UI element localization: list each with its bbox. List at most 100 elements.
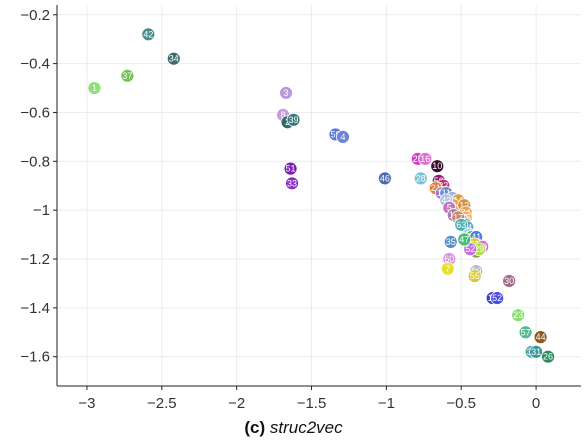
y-tick-label: −1.6 [20,349,50,366]
data-point-label: 30 [504,276,514,286]
data-point-label: 33 [287,178,297,188]
data-point-marker [120,68,135,83]
data-point: 44 [533,330,548,345]
data-point-label: 60 [444,254,454,264]
data-point-marker [467,269,482,283]
data-point-marker [518,325,533,340]
data-point-label: 4 [340,132,345,142]
data-point-label: 31 [531,347,541,357]
data-point: 57 [518,325,533,340]
data-point-label: 39 [289,115,299,125]
caption-text: struc2vec [269,418,343,437]
x-tick-label: −0.5 [446,395,476,412]
y-tick-label: −0.6 [20,104,50,121]
data-point-marker [529,344,543,359]
x-tick-label: 0 [532,395,540,412]
data-point-label: 16 [420,154,430,164]
data-point-label: 12 [459,200,469,210]
y-tick-label: −1.4 [20,300,50,317]
data-point-label: 5 [447,203,452,213]
data-point-label: 23 [513,310,523,320]
data-point: 52 [490,291,505,305]
data-point: 7 [440,261,455,276]
data-point-label: 1 [92,83,97,93]
data-point-label: 41 [471,232,481,242]
data-point-marker [502,274,517,288]
data-point: 63 [454,217,469,232]
data-point-label: 35 [446,237,456,247]
y-tick-label: −1.2 [20,251,50,268]
data-point-label: 37 [122,71,132,81]
y-tick-label: −1 [33,202,50,219]
x-tick-label: −2.5 [147,395,177,412]
data-point-marker [283,161,298,176]
data-point: 3 [279,86,293,100]
data-point-marker [413,171,428,186]
data-point-marker [377,171,392,186]
data-point: 10 [430,159,445,174]
grid-lines [57,5,581,386]
data-point-marker [454,217,469,232]
data-point-marker [457,232,472,247]
data-point-label: 51 [286,164,296,174]
data-point-marker [511,308,526,323]
data-points: 4234371382395945133462825161058322113111… [87,27,555,364]
x-tick-label: −3 [78,395,95,412]
data-point-label: 57 [521,327,531,337]
data-point: 47 [457,232,472,247]
data-point-marker [336,129,350,144]
data-point: 42 [141,27,156,42]
data-point: 46 [377,171,392,186]
data-point: 26 [541,349,555,364]
data-point-label: 46 [380,173,390,183]
data-point-label: 8 [281,110,286,120]
data-point-label: 32 [438,181,448,191]
data-point-label: 26 [543,352,553,362]
data-point: 33 [285,176,299,191]
data-point-marker [533,330,548,345]
y-tick-label: −0.4 [20,56,50,73]
data-point-label: 44 [536,332,546,342]
data-point-marker [141,27,156,42]
data-point-marker [87,81,102,95]
y-tick-label: −0.8 [20,153,50,170]
caption-prefix: (c) [244,418,266,437]
data-point-label: 59 [330,129,340,139]
data-point: 16 [418,151,433,166]
data-point: 4 [336,129,350,144]
x-tick-label: −2 [228,395,245,412]
data-point-label: 21 [431,183,441,193]
data-point-label: 52 [465,244,475,254]
data-point: 1 [87,81,102,95]
data-point-label: 7 [445,264,450,274]
data-point: 51 [283,161,298,176]
x-tick-label: −1.5 [297,395,327,412]
data-point-marker [286,112,301,127]
tick-labels: −3 −2.5 −2 −1.5 −1 −0.5 0 −0.2 −0.4 −0.6 −0.8 −1 −1.… [20,7,540,412]
data-point-label: 63 [456,220,466,230]
data-point-label: 43 [441,195,451,205]
data-point-label: 11 [442,188,451,198]
data-point-label: 29 [474,244,484,254]
data-point: 37 [120,68,135,83]
data-point-marker [440,261,455,276]
data-point-label: 42 [143,29,153,39]
data-point-label: 10 [432,161,442,171]
data-point-marker [443,235,458,249]
data-point-label: 52 [492,293,502,303]
data-point-marker [541,349,555,364]
data-point-label: 25 [413,154,423,164]
data-point-marker [430,159,445,174]
data-point-marker [166,51,181,66]
data-point: 34 [166,51,181,66]
data-point: 30 [502,274,517,288]
x-tick-label: −1 [378,395,395,412]
data-point-label: 34 [169,54,179,64]
data-point: 35 [443,235,458,249]
data-point: 39 [286,112,301,127]
data-point-marker [279,86,293,100]
data-point-label: 55 [470,271,480,281]
data-point-label: 3 [284,88,289,98]
data-point: 55 [467,269,482,283]
